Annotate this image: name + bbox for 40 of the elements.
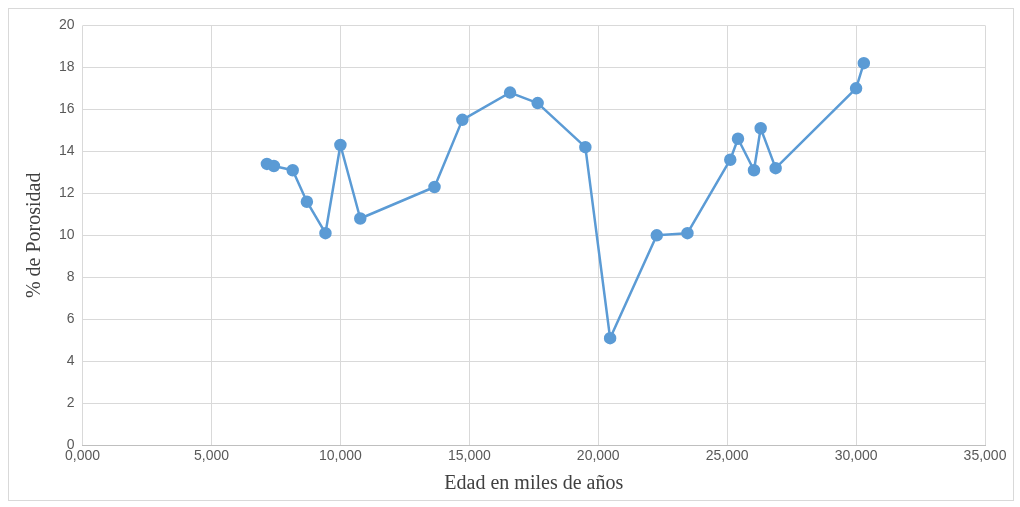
- point: [428, 180, 441, 194]
- point: [334, 138, 347, 152]
- point: [267, 159, 281, 173]
- point: [603, 331, 617, 345]
- point: [579, 140, 592, 154]
- point: [503, 86, 517, 99]
- point: [724, 153, 737, 166]
- point: [769, 161, 782, 175]
- x-tick-label: 30,000: [834, 447, 878, 464]
- x-tick-label: 5,000: [193, 447, 230, 464]
- point: [300, 195, 314, 208]
- point: [286, 163, 299, 177]
- y-tick-label: 4: [66, 352, 75, 369]
- y-tick-label: 2: [66, 394, 75, 411]
- y-tick-label: 10: [58, 226, 75, 243]
- y-tick-label: 8: [66, 268, 75, 285]
- point: [849, 82, 863, 95]
- x-tick-label: 35,000: [963, 447, 1007, 464]
- point: [456, 113, 469, 127]
- point: [650, 229, 664, 242]
- point: [531, 96, 544, 110]
- y-tick-label: 18: [58, 58, 75, 75]
- y-tick-label: 20: [58, 16, 75, 33]
- y-tick-label: 6: [66, 310, 75, 327]
- y-tick-label: 14: [58, 142, 75, 159]
- x-tick-label: 20,000: [576, 447, 620, 464]
- point: [731, 132, 745, 145]
- y-tick-label: 16: [58, 100, 75, 117]
- point: [319, 226, 332, 240]
- point: [747, 163, 761, 177]
- y-axis-title: % de Porosidad: [22, 172, 45, 299]
- y-tick-label: 12: [58, 184, 75, 201]
- point: [354, 212, 367, 225]
- point: [754, 122, 767, 135]
- x-tick-label: 10,000: [318, 447, 363, 464]
- point: [857, 56, 871, 70]
- point: [681, 226, 694, 240]
- x-tick-label: 25,000: [705, 447, 749, 464]
- x-axis-title: Edad en miles de años: [444, 471, 624, 494]
- x-tick-label: 15,000: [447, 447, 491, 464]
